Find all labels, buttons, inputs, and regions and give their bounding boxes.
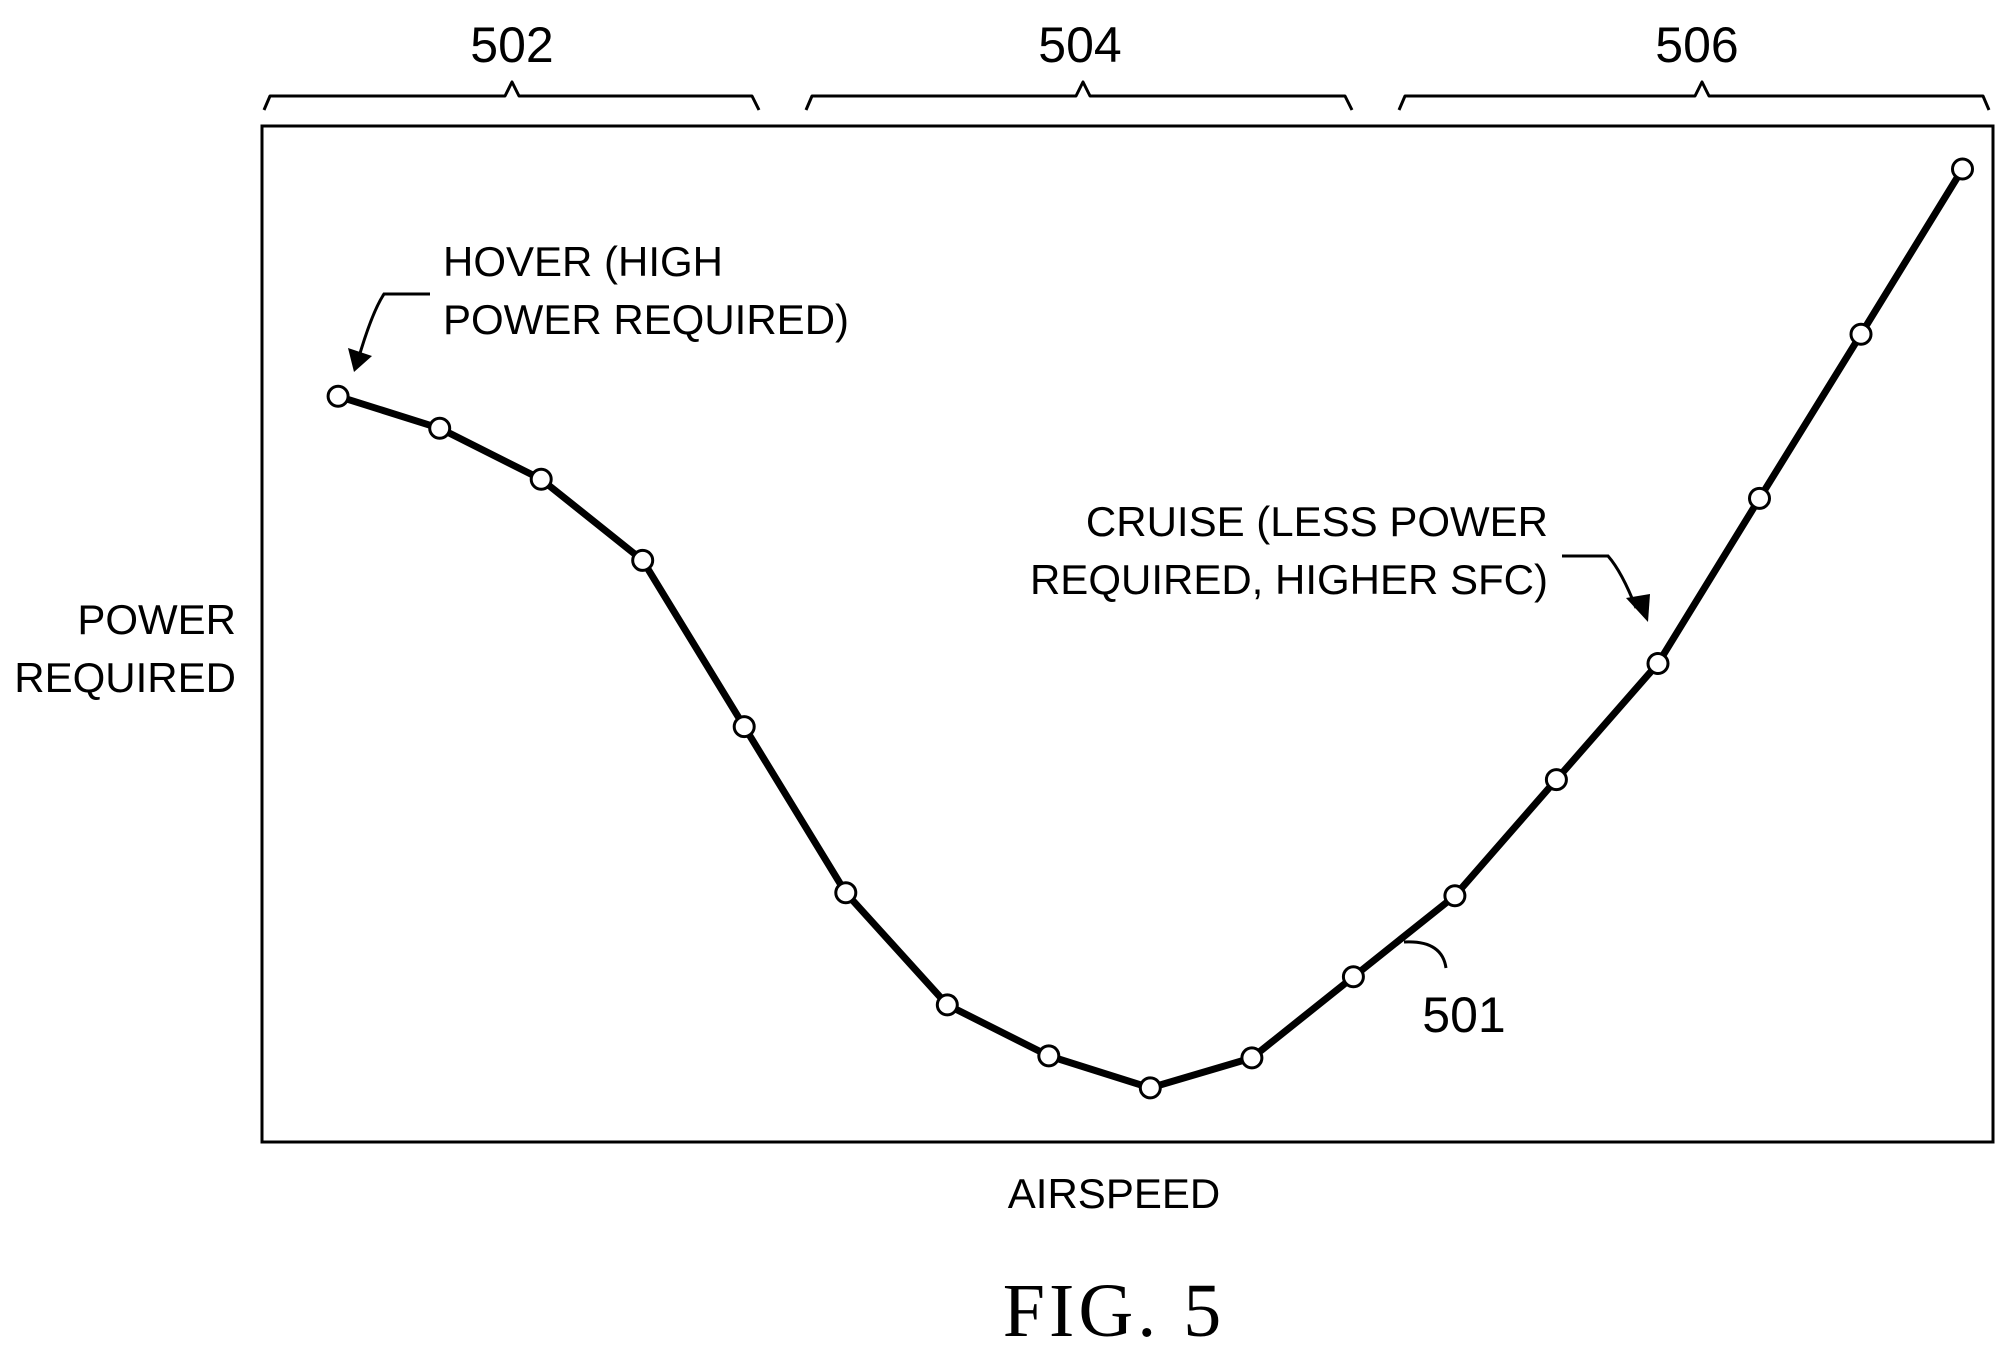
bracket-504-label: 504 [1038, 17, 1121, 73]
data-point-5 [732, 715, 756, 739]
curve-ref-label: 501 [1422, 987, 1505, 1043]
data-point-14 [1646, 652, 1670, 675]
y-axis-label-line-2: REQUIRED [14, 654, 236, 701]
hover-arrowhead [348, 348, 372, 372]
data-point-1 [326, 384, 350, 408]
bracket-502 [262, 80, 761, 111]
data-point-9 [1138, 1076, 1162, 1100]
cruise-annotation-line-1: CRUISE (LESS POWER [1086, 498, 1548, 545]
series-501 [326, 157, 1974, 1100]
bracket-502-label: 502 [470, 17, 553, 73]
cruise-annotation-line-2: REQUIRED, HIGHER SFC) [1030, 556, 1548, 603]
bracket-506 [1397, 80, 1991, 111]
data-point-17 [1951, 157, 1974, 181]
x-axis-label: AIRSPEED [1008, 1170, 1220, 1217]
bracket-506-label: 506 [1655, 17, 1738, 73]
hover-annotation-line-2: POWER REQUIRED) [443, 296, 849, 343]
hover-leader-line [356, 292, 430, 361]
cruise-leader-line [1562, 554, 1638, 609]
y-axis-label-line-1: POWER [77, 596, 236, 643]
hover-annotation-line-1: HOVER (HIGH [443, 238, 723, 285]
data-point-6 [834, 881, 858, 905]
data-point-12 [1443, 884, 1467, 908]
curve-ref-leader [1403, 940, 1448, 969]
data-point-11 [1341, 965, 1365, 989]
data-point-2 [428, 416, 452, 440]
bracket-504 [804, 80, 1354, 111]
data-point-3 [529, 467, 553, 491]
cruise-arrowhead [1626, 594, 1650, 622]
data-point-16 [1849, 322, 1873, 346]
data-point-4 [631, 548, 655, 572]
data-point-15 [1748, 486, 1771, 510]
figure-caption: FIG. 5 [1003, 1269, 1225, 1352]
plot-frame [260, 124, 1995, 1144]
data-point-10 [1240, 1046, 1264, 1070]
data-point-8 [1037, 1044, 1061, 1068]
data-point-13 [1544, 768, 1568, 792]
data-point-7 [935, 993, 959, 1017]
